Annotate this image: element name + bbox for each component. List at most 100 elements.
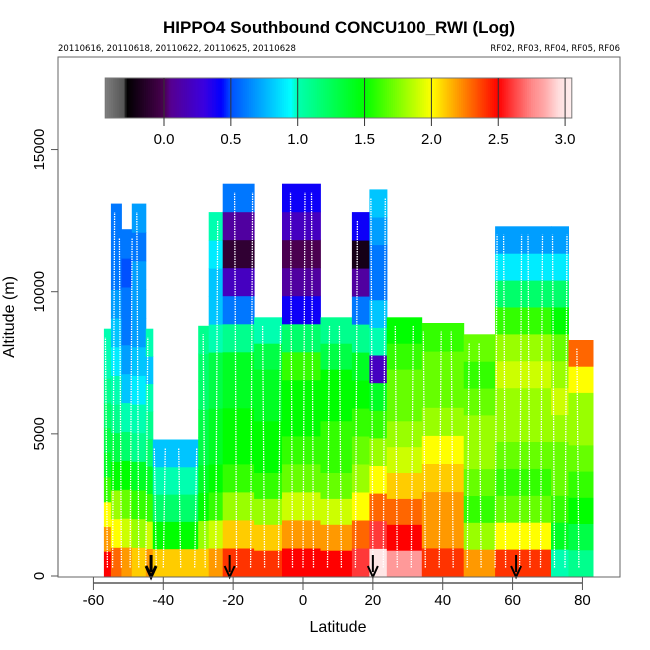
heatmap-cell (103, 353, 112, 379)
colorbar-segment (511, 78, 514, 118)
flight-track (422, 331, 426, 568)
flight-track (450, 331, 454, 568)
heatmap-cell (121, 402, 133, 432)
heatmap-cell (568, 366, 594, 393)
x-tick-label: -40 (152, 592, 174, 609)
colorbar-segment (206, 78, 209, 118)
heatmap-cell (369, 189, 388, 218)
colorbar-segment (165, 78, 168, 118)
colorbar-segment (425, 78, 429, 118)
colorbar-segment (453, 78, 456, 118)
colorbar-segment (132, 78, 135, 118)
colorbar-tick-label: 0.5 (220, 131, 241, 148)
heatmap-cell (222, 211, 255, 241)
flight-track (136, 212, 140, 568)
colorbar-segment (309, 78, 312, 118)
heatmap-cell (131, 232, 147, 262)
heatmap-cell (351, 464, 370, 493)
colorbar-segment (459, 78, 462, 118)
colorbar-segment (264, 78, 267, 118)
flight-track (261, 325, 266, 568)
heatmap-cell (131, 404, 147, 434)
colorbar-frame (104, 77, 573, 119)
colorbar-segment (297, 78, 300, 118)
y-tick-label: 10000 (31, 271, 48, 313)
heatmap-cell (110, 490, 122, 520)
heatmap-cell (282, 520, 321, 549)
colorbar-segment (439, 78, 442, 118)
heatmap-cell (369, 437, 388, 466)
colorbar-segment (124, 78, 127, 118)
colorbar-segment (455, 78, 458, 118)
heatmap-cell (222, 435, 255, 465)
flight-track (215, 220, 219, 568)
flight-track (494, 234, 498, 568)
heatmap-cell (222, 351, 255, 381)
colorbar-segment (245, 78, 248, 118)
flight-track (326, 325, 331, 568)
colorbar-segment (342, 78, 345, 118)
colorbar-segment (558, 78, 561, 118)
colorbar-segment (336, 78, 339, 118)
x-tick-label: 40 (434, 592, 451, 609)
flight-tracks (104, 192, 580, 568)
heatmap-cell (222, 463, 255, 493)
colorbar-segment (140, 78, 143, 118)
colorbar-segment (548, 78, 551, 118)
heatmap-cell (568, 444, 594, 472)
heatmap-cell (145, 521, 154, 549)
colorbar-segment (484, 78, 487, 118)
colorbar-segment (355, 78, 359, 118)
colorbar-segment (159, 78, 162, 118)
heatmap-cell (369, 355, 388, 384)
flight-track (518, 234, 523, 568)
x-tick-label: 0 (299, 592, 307, 609)
heatmap-cell (369, 272, 388, 301)
colorbar-segment (215, 78, 219, 118)
heatmap-cell (121, 547, 133, 577)
heatmap-cell (145, 548, 154, 577)
flight-track (438, 331, 442, 568)
heatmap-cell (110, 203, 122, 233)
colorbar-segment (305, 78, 308, 118)
flight-track (551, 234, 556, 568)
colorbar-segment (198, 78, 201, 118)
heatmap-cell (121, 287, 133, 317)
heatmap-cell (145, 356, 154, 385)
heatmap-cell (254, 343, 283, 370)
heatmap-cell (208, 436, 224, 465)
colorbar-segment (389, 78, 392, 118)
heatmap-cell (320, 317, 353, 344)
heatmap-cell (121, 258, 133, 288)
heatmap-cell (568, 471, 594, 498)
heatmap-cell (110, 346, 122, 376)
heatmap-cell (145, 438, 154, 467)
colorbar-segment (149, 78, 153, 118)
colorbar-segment (400, 78, 404, 118)
colorbar-segment (474, 78, 477, 118)
colorbar-segment (569, 78, 573, 118)
colorbar-segment (534, 78, 538, 118)
colorbar-segment (233, 78, 236, 118)
colorbar-segment (212, 78, 215, 118)
colorbar-segment (410, 78, 413, 118)
colorbar-segment (398, 78, 402, 118)
colorbar-segment (272, 78, 275, 118)
colorbar-segment (408, 78, 411, 118)
heatmap-cell (282, 407, 321, 437)
colorbar-segment (151, 78, 155, 118)
colorbar-segment (348, 78, 351, 118)
colorbar-segment (210, 78, 213, 118)
heatmap-cell (369, 299, 388, 328)
heatmap-cell (110, 547, 122, 577)
colorbar-segment (357, 78, 361, 118)
heatmap-cell (551, 441, 569, 469)
colorbar-segment (437, 78, 440, 118)
colorbar-segment (130, 78, 133, 118)
colorbar-segment (377, 78, 380, 118)
colorbar-segment (527, 78, 530, 118)
heatmap-cell (320, 472, 353, 499)
heatmap-cell (421, 519, 465, 549)
heatmap-cells (103, 183, 594, 577)
heatmap-cell (103, 378, 112, 404)
